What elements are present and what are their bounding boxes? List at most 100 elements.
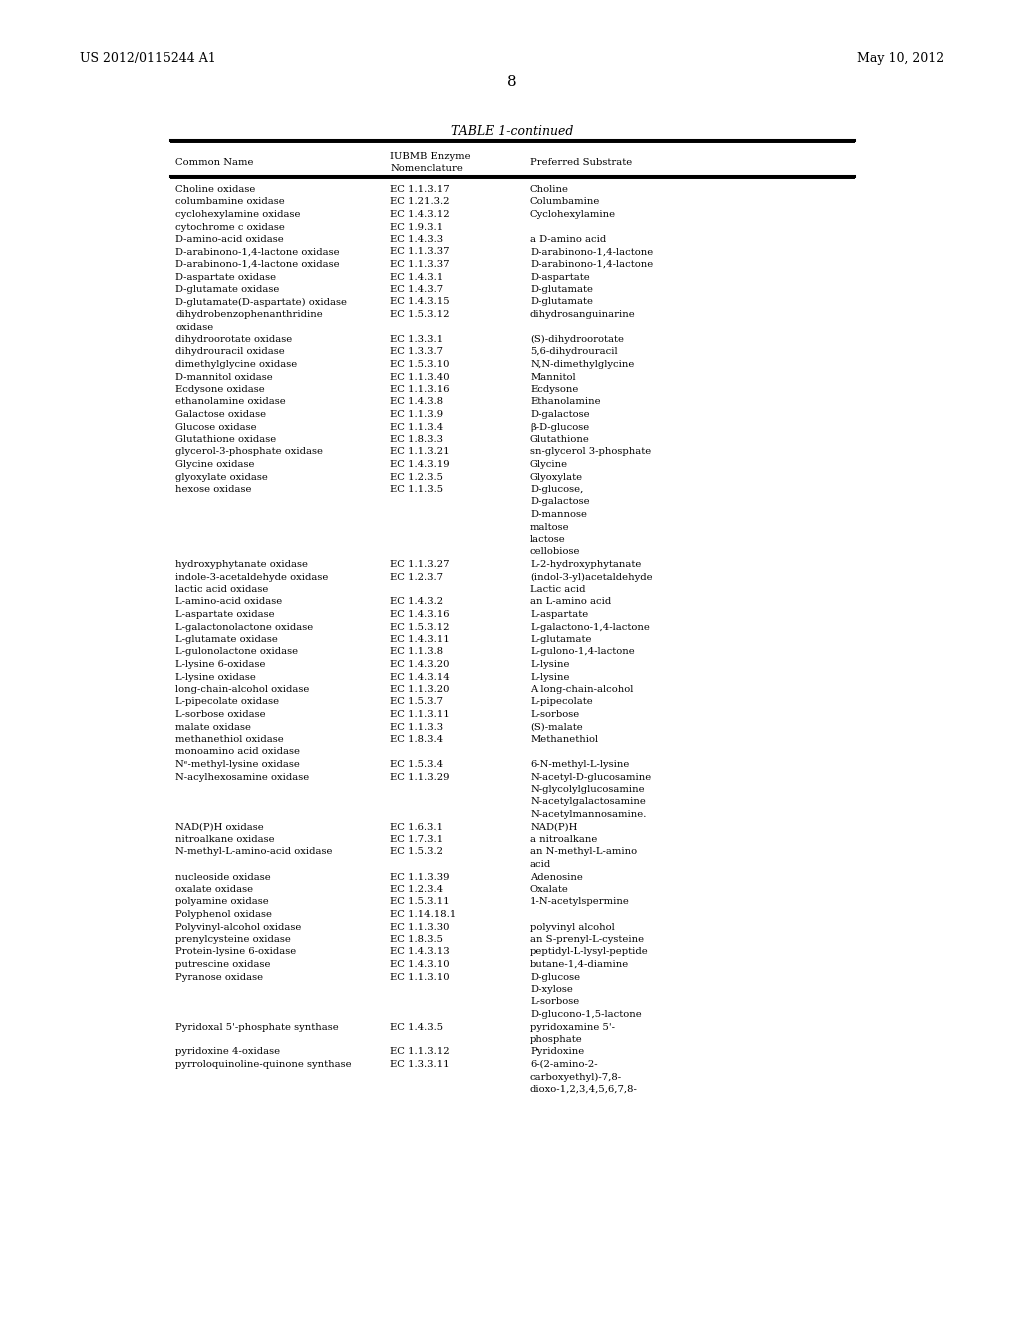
- Text: D-arabinono-1,4-lactone oxidase: D-arabinono-1,4-lactone oxidase: [175, 248, 340, 256]
- Text: an S-prenyl-L-cysteine: an S-prenyl-L-cysteine: [530, 935, 644, 944]
- Text: EC 1.1.3.40: EC 1.1.3.40: [390, 372, 450, 381]
- Text: May 10, 2012: May 10, 2012: [857, 51, 944, 65]
- Text: EC 1.2.3.4: EC 1.2.3.4: [390, 884, 443, 894]
- Text: β-D-glucose: β-D-glucose: [530, 422, 589, 432]
- Text: long-chain-alcohol oxidase: long-chain-alcohol oxidase: [175, 685, 309, 694]
- Text: L-pipecolate oxidase: L-pipecolate oxidase: [175, 697, 280, 706]
- Text: N,N-dimethylglycine: N,N-dimethylglycine: [530, 360, 635, 370]
- Text: EC 1.4.3.7: EC 1.4.3.7: [390, 285, 443, 294]
- Text: EC 1.1.3.29: EC 1.1.3.29: [390, 772, 450, 781]
- Text: EC 1.8.3.4: EC 1.8.3.4: [390, 735, 443, 744]
- Text: 1-N-acetylspermine: 1-N-acetylspermine: [530, 898, 630, 907]
- Text: Ecdysone: Ecdysone: [530, 385, 579, 393]
- Text: ethanolamine oxidase: ethanolamine oxidase: [175, 397, 286, 407]
- Text: L-lysine: L-lysine: [530, 660, 569, 669]
- Text: EC 1.1.3.3: EC 1.1.3.3: [390, 722, 443, 731]
- Text: Polyvinyl-alcohol oxidase: Polyvinyl-alcohol oxidase: [175, 923, 301, 932]
- Text: EC 1.1.3.9: EC 1.1.3.9: [390, 411, 443, 418]
- Text: D-glutamate: D-glutamate: [530, 297, 593, 306]
- Text: Pyridoxal 5'-phosphate synthase: Pyridoxal 5'-phosphate synthase: [175, 1023, 339, 1031]
- Text: sn-glycerol 3-phosphate: sn-glycerol 3-phosphate: [530, 447, 651, 457]
- Text: IUBMB Enzyme: IUBMB Enzyme: [390, 152, 471, 161]
- Text: EC 1.5.3.2: EC 1.5.3.2: [390, 847, 443, 857]
- Text: EC 1.1.3.11: EC 1.1.3.11: [390, 710, 450, 719]
- Text: Glycine: Glycine: [530, 459, 568, 469]
- Text: L-galactonolactone oxidase: L-galactonolactone oxidase: [175, 623, 313, 631]
- Text: D-aspartate oxidase: D-aspartate oxidase: [175, 272, 276, 281]
- Text: (indol-3-yl)acetaldehyde: (indol-3-yl)acetaldehyde: [530, 573, 652, 582]
- Text: malate oxidase: malate oxidase: [175, 722, 251, 731]
- Text: EC 1.3.3.1: EC 1.3.3.1: [390, 335, 443, 345]
- Text: N-acylhexosamine oxidase: N-acylhexosamine oxidase: [175, 772, 309, 781]
- Text: dihydrosanguinarine: dihydrosanguinarine: [530, 310, 636, 319]
- Text: hydroxyphytanate oxidase: hydroxyphytanate oxidase: [175, 560, 308, 569]
- Text: L-sorbose: L-sorbose: [530, 710, 580, 719]
- Text: EC 1.4.3.20: EC 1.4.3.20: [390, 660, 450, 669]
- Text: EC 1.5.3.7: EC 1.5.3.7: [390, 697, 443, 706]
- Text: Protein-lysine 6-oxidase: Protein-lysine 6-oxidase: [175, 948, 296, 957]
- Text: EC 1.5.3.10: EC 1.5.3.10: [390, 360, 450, 370]
- Text: phosphate: phosphate: [530, 1035, 583, 1044]
- Text: methanethiol oxidase: methanethiol oxidase: [175, 735, 284, 744]
- Text: EC 1.1.3.27: EC 1.1.3.27: [390, 560, 450, 569]
- Text: indole-3-acetaldehyde oxidase: indole-3-acetaldehyde oxidase: [175, 573, 329, 582]
- Text: Cyclohexylamine: Cyclohexylamine: [530, 210, 616, 219]
- Text: putrescine oxidase: putrescine oxidase: [175, 960, 270, 969]
- Text: Glutathione: Glutathione: [530, 436, 590, 444]
- Text: EC 1.5.3.11: EC 1.5.3.11: [390, 898, 450, 907]
- Text: cytochrome c oxidase: cytochrome c oxidase: [175, 223, 285, 231]
- Text: columbamine oxidase: columbamine oxidase: [175, 198, 285, 206]
- Text: maltose: maltose: [530, 523, 569, 532]
- Text: L-lysine oxidase: L-lysine oxidase: [175, 672, 256, 681]
- Text: D-glucose,: D-glucose,: [530, 484, 584, 494]
- Text: Common Name: Common Name: [175, 158, 254, 168]
- Text: Ecdysone oxidase: Ecdysone oxidase: [175, 385, 265, 393]
- Text: dihydrobenzophenanthridine: dihydrobenzophenanthridine: [175, 310, 323, 319]
- Text: Nomenclature: Nomenclature: [390, 164, 463, 173]
- Text: D-arabinono-1,4-lactone: D-arabinono-1,4-lactone: [530, 260, 653, 269]
- Text: cyclohexylamine oxidase: cyclohexylamine oxidase: [175, 210, 300, 219]
- Text: L-pipecolate: L-pipecolate: [530, 697, 593, 706]
- Text: D-galactose: D-galactose: [530, 411, 590, 418]
- Text: EC 1.1.3.37: EC 1.1.3.37: [390, 248, 450, 256]
- Text: EC 1.4.3.14: EC 1.4.3.14: [390, 672, 450, 681]
- Text: L-lysine 6-oxidase: L-lysine 6-oxidase: [175, 660, 265, 669]
- Text: EC 1.4.3.13: EC 1.4.3.13: [390, 948, 450, 957]
- Text: L-glutamate oxidase: L-glutamate oxidase: [175, 635, 278, 644]
- Text: L-glutamate: L-glutamate: [530, 635, 592, 644]
- Text: N-glycolylglucosamine: N-glycolylglucosamine: [530, 785, 645, 795]
- Text: glyoxylate oxidase: glyoxylate oxidase: [175, 473, 268, 482]
- Text: Methanethiol: Methanethiol: [530, 735, 598, 744]
- Text: EC 1.1.3.8: EC 1.1.3.8: [390, 648, 443, 656]
- Text: an L-amino acid: an L-amino acid: [530, 598, 611, 606]
- Text: L-gulonolactone oxidase: L-gulonolactone oxidase: [175, 648, 298, 656]
- Text: Glucose oxidase: Glucose oxidase: [175, 422, 257, 432]
- Text: L-gulono-1,4-lactone: L-gulono-1,4-lactone: [530, 648, 635, 656]
- Text: TABLE 1-continued: TABLE 1-continued: [451, 125, 573, 139]
- Text: Preferred Substrate: Preferred Substrate: [530, 158, 632, 168]
- Text: carboxyethyl)-7,8-: carboxyethyl)-7,8-: [530, 1072, 623, 1081]
- Text: EC 1.7.3.1: EC 1.7.3.1: [390, 836, 443, 843]
- Text: D-glutamate oxidase: D-glutamate oxidase: [175, 285, 280, 294]
- Text: US 2012/0115244 A1: US 2012/0115244 A1: [80, 51, 216, 65]
- Text: Pyranose oxidase: Pyranose oxidase: [175, 973, 263, 982]
- Text: monoamino acid oxidase: monoamino acid oxidase: [175, 747, 300, 756]
- Text: D-glutamate: D-glutamate: [530, 285, 593, 294]
- Text: Columbamine: Columbamine: [530, 198, 600, 206]
- Text: a nitroalkane: a nitroalkane: [530, 836, 597, 843]
- Text: D-xylose: D-xylose: [530, 985, 572, 994]
- Text: D-galactose: D-galactose: [530, 498, 590, 507]
- Text: (S)-dihydroorotate: (S)-dihydroorotate: [530, 335, 624, 345]
- Text: A long-chain-alcohol: A long-chain-alcohol: [530, 685, 634, 694]
- Text: glycerol-3-phosphate oxidase: glycerol-3-phosphate oxidase: [175, 447, 323, 457]
- Text: EC 1.5.3.4: EC 1.5.3.4: [390, 760, 443, 770]
- Text: Ethanolamine: Ethanolamine: [530, 397, 601, 407]
- Text: pyridoxamine 5'-: pyridoxamine 5'-: [530, 1023, 615, 1031]
- Text: pyrroloquinoline-quinone synthase: pyrroloquinoline-quinone synthase: [175, 1060, 351, 1069]
- Text: EC 1.4.3.1: EC 1.4.3.1: [390, 272, 443, 281]
- Text: 8: 8: [507, 75, 517, 88]
- Text: Glyoxylate: Glyoxylate: [530, 473, 583, 482]
- Text: 6-(2-amino-2-: 6-(2-amino-2-: [530, 1060, 598, 1069]
- Text: EC 1.1.3.37: EC 1.1.3.37: [390, 260, 450, 269]
- Text: EC 1.1.3.5: EC 1.1.3.5: [390, 484, 443, 494]
